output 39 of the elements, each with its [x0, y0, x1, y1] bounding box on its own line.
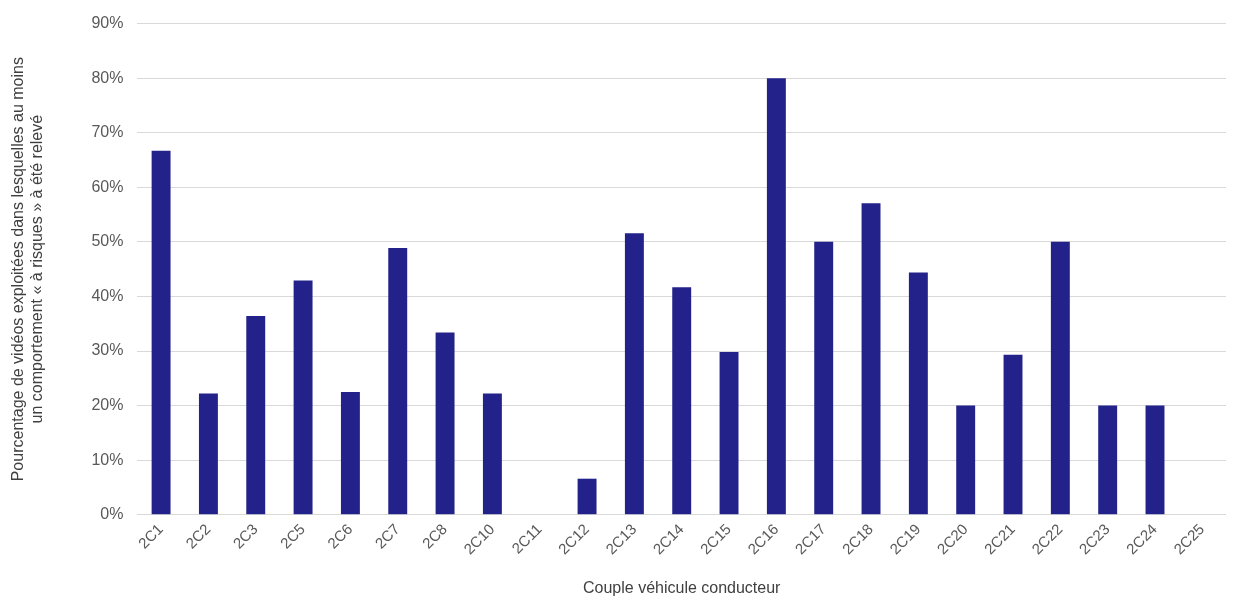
- y-tick-label: 0%: [100, 505, 124, 523]
- bar: [482, 393, 502, 515]
- bar: [672, 287, 692, 515]
- x-axis-title: Couple véhicule conducteur: [582, 578, 782, 596]
- bar: [246, 316, 266, 515]
- y-tick-label: 80%: [91, 68, 124, 86]
- x-tick-label: 2C8: [418, 520, 451, 552]
- y-axis-title: Pourcentage de vidéos exploitées dans lesquelles au moins un comportement « à risques » à été relevé: [9, 57, 46, 482]
- x-tick-label: 2C2: [181, 520, 214, 552]
- bar: [388, 247, 408, 515]
- y-tick-label: 20%: [91, 395, 124, 413]
- bar: [435, 332, 455, 515]
- x-tick-label: 2C5: [276, 520, 309, 552]
- bar: [1003, 354, 1023, 515]
- bar: [766, 78, 786, 515]
- bar: [719, 352, 739, 515]
- y-tick-label: 50%: [91, 232, 124, 250]
- y-tick-label: 90%: [91, 14, 124, 32]
- bar: [861, 203, 881, 515]
- bar: [198, 393, 218, 515]
- y-tick-label: 70%: [91, 123, 124, 141]
- bar: [908, 272, 928, 515]
- bar: [814, 241, 834, 515]
- y-tick-label: 30%: [91, 341, 124, 359]
- y-tick-label: 40%: [91, 286, 124, 304]
- bar: [1098, 405, 1118, 515]
- bar: [1050, 241, 1070, 515]
- bar: [1145, 405, 1165, 515]
- bar: [340, 391, 360, 515]
- bar: [624, 233, 644, 515]
- x-tick-label: 2C6: [323, 520, 356, 552]
- bar: [151, 150, 171, 515]
- x-tick-label: 2C3: [229, 520, 261, 552]
- y-tick-label: 10%: [91, 450, 124, 468]
- x-tick-label: 2C1: [134, 520, 167, 552]
- bar: [293, 280, 313, 515]
- bar: [956, 405, 976, 515]
- bar: [577, 478, 597, 515]
- y-tick-label: 60%: [91, 177, 124, 195]
